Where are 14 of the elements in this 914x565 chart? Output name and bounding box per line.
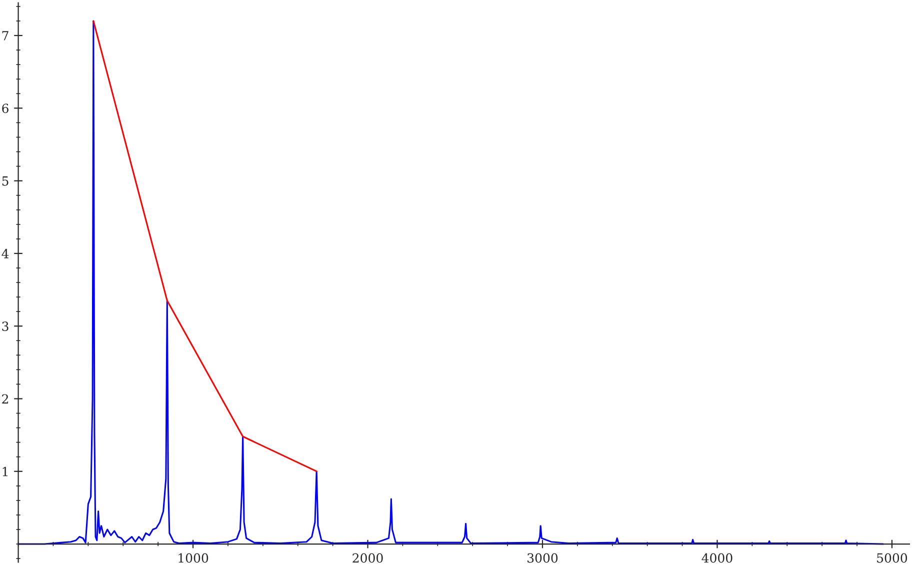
y-tick-label: 3 [2, 322, 8, 332]
y-tick-label: 6 [2, 104, 8, 114]
y-tick-label: 1 [2, 466, 8, 476]
x-tick-label: 4000 [702, 553, 732, 563]
x-tick-label: 1000 [178, 553, 208, 563]
y-tick-label: 2 [2, 394, 8, 404]
x-tick-label: 5000 [877, 553, 908, 563]
x-tick-label: 2000 [352, 553, 383, 563]
x-tick-label: 3000 [528, 553, 558, 563]
y-tick-label: 5 [2, 176, 8, 186]
line-series [18, 20, 884, 545]
y-tick-label: 7 [2, 31, 8, 40]
line-series [92, 20, 318, 472]
y-tick-label: 4 [2, 248, 9, 258]
